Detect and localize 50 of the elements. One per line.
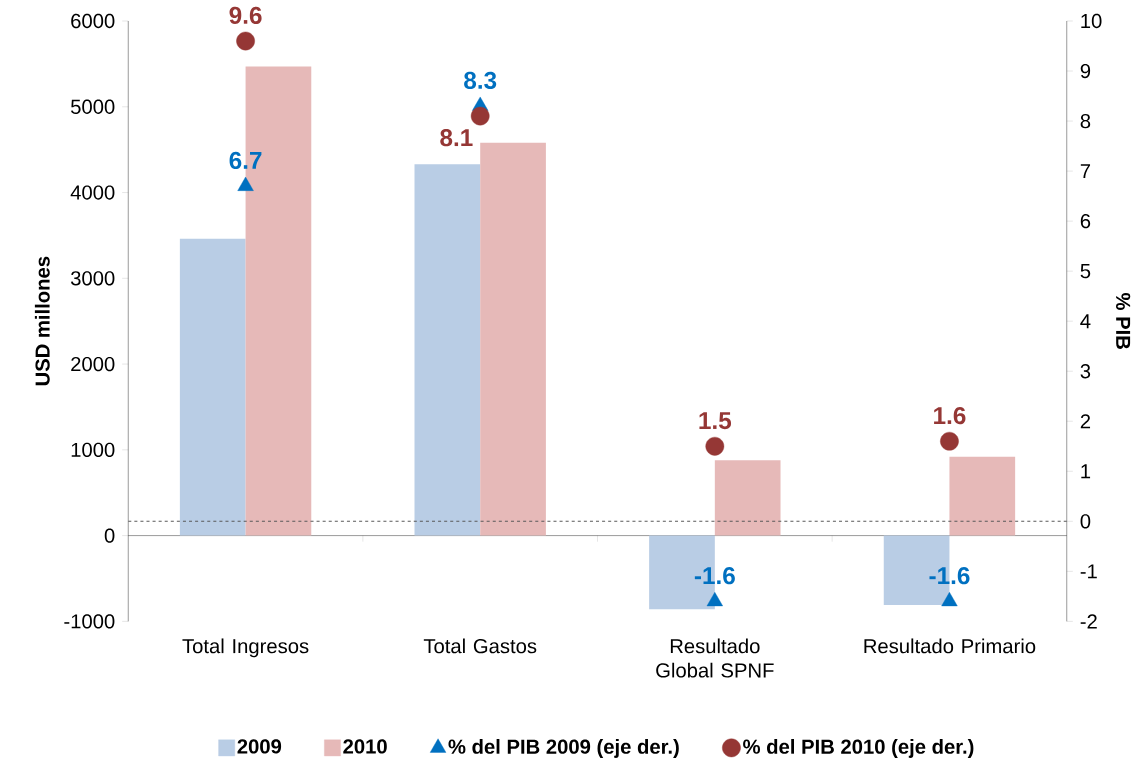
data-label: 8.3 <box>464 71 497 90</box>
bar <box>949 456 1016 536</box>
y-tick-label: 6000 <box>71 13 115 29</box>
y2-axis-title: % PIB <box>1116 293 1131 350</box>
point <box>705 437 725 456</box>
point <box>941 592 958 607</box>
point <box>236 31 255 51</box>
data-label: 8.1 <box>440 129 473 147</box>
y2-tick-label: 9 <box>1080 63 1091 79</box>
x-tick-label: Resultado Global SPNF <box>656 638 774 678</box>
bar <box>414 164 481 536</box>
y2-tick-label: 10 <box>1081 13 1102 29</box>
bar <box>480 142 546 536</box>
y2-tick-label: 0 <box>1080 514 1091 529</box>
point <box>706 592 723 607</box>
legend-label: 2010 <box>343 739 387 754</box>
y2-tick-label: 1 <box>1081 464 1091 479</box>
data-label: 1.5 <box>699 412 732 430</box>
y-axis-title: USD millones <box>34 256 50 386</box>
point <box>940 432 959 451</box>
y-tick-label: 5000 <box>71 99 115 115</box>
point <box>470 106 490 126</box>
data-label: 6.7 <box>229 151 262 170</box>
y-tick-label: 2000 <box>71 357 115 372</box>
y2-tick-label: 8 <box>1080 114 1091 129</box>
y2-tick-label: -2 <box>1080 614 1097 629</box>
bar <box>179 238 246 536</box>
bar <box>714 460 781 536</box>
data-label: 9.6 <box>229 6 262 25</box>
y2-tick-label: 3 <box>1080 364 1091 379</box>
y2-tick-label: -1 <box>1080 564 1097 579</box>
y-tick-label: 1000 <box>71 442 115 458</box>
y-tick-label: 4000 <box>70 185 115 200</box>
x-tick-label: Total Ingresos <box>182 638 309 658</box>
legend-label: % del PIB 2009 (eje der.) <box>448 739 679 758</box>
x-tick-label: Total Gastos <box>423 638 537 654</box>
y-tick-label: -1000 <box>64 614 115 629</box>
data-label: -1.6 <box>694 567 735 585</box>
x-tick-label: Resultado Primario <box>864 638 1036 654</box>
legend-label: % del PIB 2010 (eje der.) <box>743 739 974 758</box>
legend-label: 2009 <box>237 739 282 754</box>
data-label: 1.6 <box>934 407 966 425</box>
data-label: -1.6 <box>929 567 970 585</box>
y2-tick-label: 7 <box>1080 164 1091 179</box>
y2-tick-label: 6 <box>1080 214 1091 229</box>
y-tick-label: 0 <box>104 528 115 543</box>
y2-tick-label: 2 <box>1080 414 1091 429</box>
y-tick-label: 3000 <box>70 271 115 286</box>
y2-tick-label: 4 <box>1080 314 1091 329</box>
y2-tick-label: 5 <box>1080 264 1091 279</box>
